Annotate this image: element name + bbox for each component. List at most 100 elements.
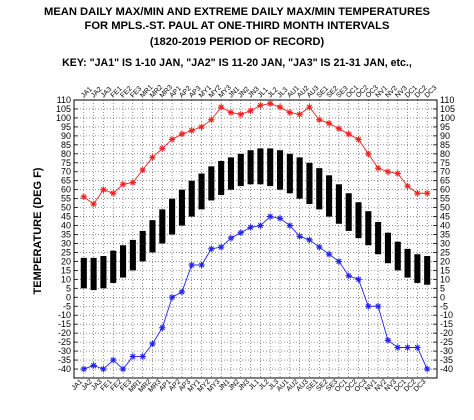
y-axis-label: TEMPERATURE (DEG F) bbox=[32, 167, 44, 294]
extreme-min-point-ja3 bbox=[100, 365, 107, 373]
y-tick-label-left: 90 bbox=[61, 131, 71, 141]
y-tick-label-left: 35 bbox=[61, 230, 71, 240]
extreme-max-point-au1 bbox=[286, 109, 294, 116]
extreme-min-point-my1 bbox=[198, 261, 205, 269]
y-tick-label-left: 100 bbox=[56, 113, 71, 123]
y-tick-label-left: 30 bbox=[61, 238, 71, 248]
extreme-max-point-au2 bbox=[296, 111, 303, 118]
y-tick-label-right: 95 bbox=[440, 122, 450, 132]
mean-range-bar-oc3 bbox=[365, 211, 372, 246]
y-tick-label-right: 0 bbox=[440, 292, 445, 302]
extreme-min-point-se2 bbox=[325, 251, 333, 258]
extreme-min-point-jn2 bbox=[237, 229, 244, 236]
extreme-min-point-fe1 bbox=[110, 356, 117, 364]
extreme-min-point-nv2 bbox=[384, 337, 392, 344]
extreme-min-point-au1 bbox=[286, 222, 294, 229]
mean-range-bar-jn1 bbox=[227, 157, 235, 190]
y-tick-label-left: 50 bbox=[61, 203, 71, 213]
extreme-min-point-jl1 bbox=[257, 222, 264, 229]
y-tick-label-left: 5 bbox=[66, 283, 71, 293]
mean-range-bar-oc2 bbox=[355, 202, 362, 239]
extreme-min-point-fe2 bbox=[119, 365, 127, 373]
y-tick-label-right: 35 bbox=[440, 230, 450, 240]
extreme-min-point-dc1 bbox=[404, 344, 411, 351]
extreme-max-point-fe1 bbox=[110, 190, 117, 197]
y-tick-label-right: 65 bbox=[440, 176, 450, 186]
extreme-min-point-my3 bbox=[217, 243, 225, 251]
mean-range-bar-my1 bbox=[198, 173, 205, 210]
mean-range-bar-ja3 bbox=[100, 256, 107, 289]
extreme-max-point-my2 bbox=[208, 116, 215, 123]
mean-range-bar-au3 bbox=[306, 162, 313, 205]
extreme-max-point-se3 bbox=[335, 125, 343, 132]
y-tick-label-left: -40 bbox=[58, 364, 71, 374]
extreme-min-point-mr2 bbox=[149, 340, 156, 348]
mean-range-bar-jl1 bbox=[257, 148, 264, 185]
y-tick-label-right: 60 bbox=[440, 185, 450, 195]
extreme-max-point-jn1 bbox=[227, 109, 235, 116]
mean-range-bar-au1 bbox=[286, 153, 293, 194]
y-tick-label-left: 20 bbox=[61, 256, 71, 266]
extreme-max-point-jl3 bbox=[276, 103, 284, 111]
extreme-min-point-oc3 bbox=[365, 303, 372, 310]
extreme-max-point-fe3 bbox=[129, 179, 137, 186]
y-tick-label-left: 25 bbox=[61, 247, 71, 257]
mean-range-bar-nv2 bbox=[384, 232, 391, 264]
chart-title-line-2: FOR MPLS.-ST. PAUL AT ONE-THIRD MONTH IN… bbox=[85, 20, 390, 32]
extreme-min-point-mr3 bbox=[159, 324, 166, 331]
extreme-min-point-jl2 bbox=[267, 213, 274, 220]
mean-range-bar-oc1 bbox=[345, 193, 352, 231]
y-tick-label-left: 10 bbox=[61, 274, 71, 284]
y-tick-label-right: 85 bbox=[440, 140, 450, 150]
mean-range-bar-ja1 bbox=[80, 257, 87, 289]
extreme-min-point-jn3 bbox=[247, 224, 254, 231]
extreme-max-point-jn2 bbox=[237, 111, 244, 118]
extreme-min-point-oc2 bbox=[355, 276, 362, 283]
y-tick-label-left: -10 bbox=[58, 310, 71, 320]
extreme-max-point-mr1 bbox=[139, 166, 146, 174]
mean-range-bar-fe1 bbox=[110, 250, 117, 283]
extreme-max-point-dc3 bbox=[423, 190, 431, 197]
extreme-min-point-nv1 bbox=[374, 303, 382, 310]
y-tick-label-right: -35 bbox=[440, 355, 453, 365]
y-tick-label-left: 65 bbox=[61, 176, 71, 186]
y-tick-label-left: 0 bbox=[66, 292, 71, 302]
y-tick-label-right: 20 bbox=[440, 256, 450, 266]
extreme-max-point-oc1 bbox=[345, 130, 352, 138]
y-tick-label-right: -10 bbox=[440, 310, 453, 320]
extreme-max-point-dc1 bbox=[404, 182, 411, 190]
extreme-min-point-oc1 bbox=[345, 272, 352, 279]
y-tick-label-left: -5 bbox=[63, 301, 71, 311]
mean-range-bars bbox=[80, 148, 431, 291]
extreme-max-point-au3 bbox=[306, 103, 313, 111]
extreme-min-point-fe3 bbox=[129, 353, 137, 360]
mean-range-bar-ap3 bbox=[188, 180, 195, 217]
extreme-max-point-nv1 bbox=[374, 164, 382, 172]
extreme-min-point-se3 bbox=[335, 258, 343, 265]
y-tick-label-right: -20 bbox=[440, 328, 453, 338]
mean-range-bar-ap1 bbox=[169, 198, 176, 235]
mean-range-bar-jl2 bbox=[267, 148, 274, 187]
extreme-max-point-dc2 bbox=[414, 190, 421, 197]
extreme-min-point-mr1 bbox=[139, 353, 146, 360]
mean-range-bar-se3 bbox=[335, 184, 342, 224]
extreme-max-point-ja3 bbox=[100, 186, 107, 193]
mean-range-bar-dc2 bbox=[414, 254, 421, 283]
extreme-max-point-ja1 bbox=[80, 193, 88, 201]
extreme-min-point-dc2 bbox=[414, 344, 421, 351]
extreme-max-point-my3 bbox=[217, 103, 225, 111]
y-tick-label-left: 95 bbox=[61, 122, 71, 132]
extreme-max-point-mr3 bbox=[159, 145, 166, 152]
extreme-min-point-jl3 bbox=[276, 215, 284, 222]
extreme-max-point-se2 bbox=[325, 120, 333, 127]
mean-range-bar-nv1 bbox=[375, 221, 382, 255]
y-tick-label-left: 60 bbox=[61, 185, 71, 195]
mean-range-bar-jn2 bbox=[237, 153, 244, 187]
extreme-min-point-ja1 bbox=[80, 365, 88, 373]
y-tick-label-right: 110 bbox=[440, 95, 454, 105]
y-tick-label-right: 30 bbox=[440, 238, 450, 248]
y-tick-label-right: 40 bbox=[440, 221, 450, 231]
y-tick-label-left: -30 bbox=[58, 346, 71, 356]
y-tick-label-right: -40 bbox=[440, 364, 453, 374]
extreme-max-point-se1 bbox=[316, 116, 323, 123]
